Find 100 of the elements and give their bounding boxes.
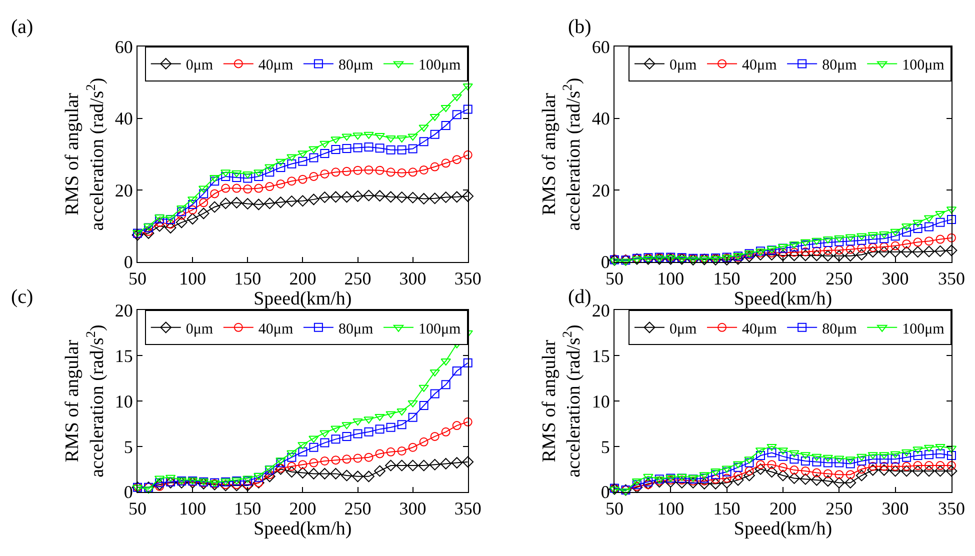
point bbox=[374, 133, 385, 140]
x-tick-label: 200 bbox=[289, 268, 316, 289]
x-tick-label: 350 bbox=[938, 498, 965, 518]
point bbox=[342, 422, 352, 430]
point bbox=[309, 153, 318, 162]
point bbox=[363, 190, 374, 202]
y-tick-label: 20 bbox=[592, 300, 610, 320]
point bbox=[789, 450, 800, 458]
point bbox=[845, 234, 856, 242]
point bbox=[833, 250, 845, 262]
point bbox=[353, 429, 362, 438]
point bbox=[274, 196, 286, 208]
point bbox=[900, 246, 912, 258]
point bbox=[331, 456, 340, 465]
legend-label: 100μm bbox=[902, 58, 945, 74]
point bbox=[385, 191, 396, 203]
point bbox=[924, 450, 934, 460]
point bbox=[320, 148, 330, 158]
point bbox=[946, 233, 956, 242]
point bbox=[834, 458, 844, 468]
point bbox=[644, 480, 653, 490]
point bbox=[308, 194, 320, 206]
legend-label: 80μm bbox=[338, 58, 374, 74]
point bbox=[254, 172, 264, 181]
x-tick-label: 150 bbox=[234, 498, 262, 518]
point bbox=[812, 239, 822, 248]
legend-label: 0μm bbox=[669, 58, 698, 74]
chart-title: (a) bbox=[11, 16, 34, 38]
point bbox=[186, 213, 198, 225]
point bbox=[396, 136, 407, 143]
point bbox=[254, 184, 264, 193]
point bbox=[418, 384, 429, 392]
point bbox=[846, 470, 855, 480]
point bbox=[287, 452, 296, 462]
point bbox=[154, 220, 166, 232]
point bbox=[452, 94, 462, 102]
point bbox=[462, 456, 474, 468]
point bbox=[330, 426, 341, 433]
point bbox=[823, 458, 832, 468]
y-tick-label: 40 bbox=[114, 108, 133, 129]
point bbox=[155, 478, 164, 488]
x-axis-title: Speed(km/h) bbox=[734, 518, 832, 540]
x-tick-label: 300 bbox=[882, 498, 909, 518]
point bbox=[924, 461, 934, 470]
point bbox=[856, 470, 868, 482]
point bbox=[375, 144, 384, 153]
point bbox=[878, 464, 890, 476]
point bbox=[790, 242, 799, 252]
point bbox=[352, 470, 364, 482]
point bbox=[946, 215, 956, 224]
point bbox=[364, 165, 374, 174]
point bbox=[890, 454, 900, 464]
point bbox=[429, 192, 441, 204]
point bbox=[199, 189, 208, 198]
point bbox=[320, 430, 330, 438]
point bbox=[441, 158, 450, 168]
point bbox=[800, 250, 812, 262]
point bbox=[265, 470, 274, 480]
point bbox=[408, 168, 418, 177]
point bbox=[463, 150, 472, 160]
point bbox=[812, 468, 822, 478]
point bbox=[286, 466, 298, 478]
x-tick-label: 250 bbox=[344, 498, 372, 518]
x-tick-label: 300 bbox=[399, 498, 426, 518]
point bbox=[142, 227, 154, 239]
point bbox=[419, 165, 428, 174]
point bbox=[687, 477, 699, 488]
point bbox=[242, 476, 253, 483]
point bbox=[342, 166, 352, 176]
point bbox=[276, 179, 286, 188]
point bbox=[868, 243, 878, 252]
point bbox=[868, 452, 878, 460]
point bbox=[407, 192, 419, 204]
point bbox=[722, 474, 732, 483]
y-tick-label: 20 bbox=[114, 180, 133, 200]
point bbox=[364, 416, 374, 424]
point bbox=[800, 456, 810, 466]
point bbox=[767, 248, 776, 258]
point bbox=[654, 476, 666, 488]
point bbox=[374, 414, 385, 421]
point bbox=[375, 424, 384, 434]
point bbox=[342, 454, 352, 464]
legend-label: 40μm bbox=[742, 58, 778, 74]
point bbox=[430, 162, 440, 172]
point bbox=[846, 244, 855, 254]
x-tick-label: 200 bbox=[289, 498, 316, 518]
point bbox=[923, 246, 935, 258]
point bbox=[643, 256, 654, 263]
point bbox=[164, 222, 176, 234]
point bbox=[286, 450, 297, 458]
x-tick-label: 350 bbox=[938, 268, 965, 289]
point bbox=[700, 476, 709, 486]
point bbox=[902, 228, 912, 237]
point bbox=[900, 465, 912, 477]
point bbox=[198, 208, 210, 220]
point bbox=[397, 446, 406, 456]
point bbox=[722, 467, 732, 476]
point bbox=[452, 366, 462, 376]
point bbox=[880, 242, 889, 252]
point bbox=[463, 417, 472, 426]
